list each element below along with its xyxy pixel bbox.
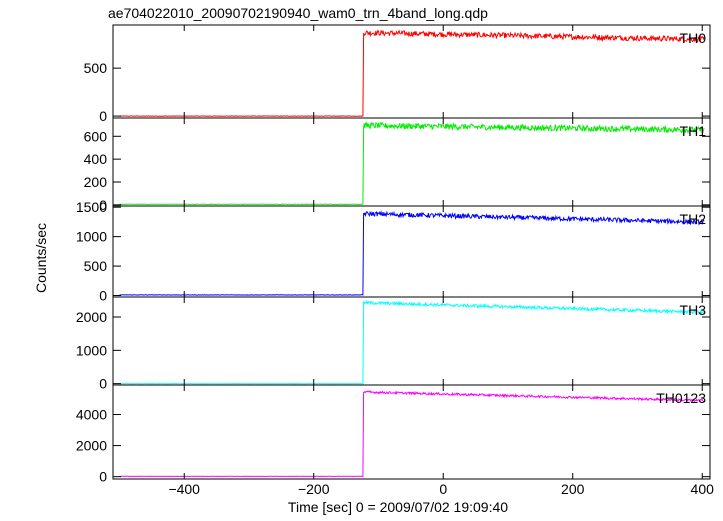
y-tick-label: 4000 [76,407,107,423]
x-tick-label: 200 [561,481,585,497]
y-axis-title: Counts/sec [33,223,49,293]
panel-th2: 0 500 1000 1500 TH2 [76,199,711,304]
x-tick-label: 400 [691,481,715,497]
y-tick-label: 600 [84,128,108,144]
x-tick-label: −200 [298,481,330,497]
series-line-th1 [119,121,705,206]
panel-frame [112,117,711,207]
panel-label: TH1 [680,123,707,139]
y-tick-label: 0 [99,288,107,304]
panel-label: TH2 [680,211,707,227]
chart-title: ae704022010_20090702190940_wam0_trn_4ban… [108,5,488,21]
panel-th1: 0 200 400 600 TH1 [84,117,711,213]
panel-label: TH0 [680,30,707,46]
y-tick-label: 0 [99,376,107,392]
panel-frame [112,384,711,480]
series-line-th2 [119,210,705,296]
y-tick-label: 2000 [76,309,107,325]
series-line-th0 [119,29,705,117]
x-tick-label: 0 [439,481,447,497]
panel-th0: 0 500 TH0 [84,24,711,124]
y-tick-label: 1000 [76,342,107,358]
x-axis-ticks: −400 −200 0 200 400 [168,481,714,497]
y-tick-label: 400 [84,151,108,167]
y-tick-label: 1000 [76,229,107,245]
series-line-th3 [119,299,705,385]
panel-th3: 0 1000 2000 TH3 [76,296,711,392]
panel-label: TH0123 [656,390,706,406]
x-axis-title: Time [sec] 0 = 2009/07/02 19:09:40 [288,499,508,515]
x-tick-label: −400 [168,481,200,497]
y-tick-label: 2000 [76,438,107,454]
y-tick-label: 500 [84,60,108,76]
y-tick-label: 500 [84,258,108,274]
panels-group: 0 500 TH0 0 200 400 600 TH1 0 500 1000 1500 TH2 0 1000… [76,24,711,485]
y-tick-label: 0 [99,469,107,485]
panel-label: TH3 [680,302,707,318]
y-tick-label: 1500 [76,199,107,215]
y-tick-label: 200 [84,174,108,190]
y-tick-label: 0 [99,197,107,213]
series-line-th0123 [119,390,705,477]
panel-th0123: 0 2000 4000 TH0123 [76,384,711,485]
y-tick-label: 0 [99,108,107,124]
